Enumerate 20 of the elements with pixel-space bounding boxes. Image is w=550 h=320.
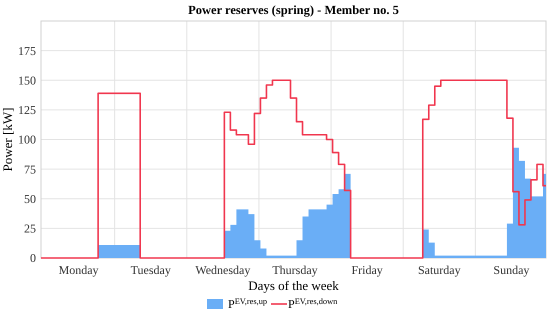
y-tick-label: 25 — [24, 222, 36, 236]
x-axis-title: Days of the week — [248, 278, 340, 293]
y-tick-label: 75 — [24, 162, 36, 176]
y-tick-label: 100 — [18, 132, 36, 147]
y-axis-title: Power [kW] — [0, 108, 15, 172]
legend-label: P$^{EV,res,down}$ — [288, 296, 338, 311]
y-tick-label: 50 — [24, 192, 36, 206]
y-tick-label: 175 — [18, 44, 36, 58]
y-tick-label: 150 — [18, 73, 36, 88]
x-tick-label: Tuesday — [130, 263, 171, 277]
x-tick-label: Monday — [58, 263, 99, 277]
x-tick-label: Wednesday — [195, 263, 250, 277]
x-tick-label: Saturday — [418, 263, 461, 277]
x-tick-label: Thursday — [272, 263, 318, 277]
x-tick-label: Friday — [351, 263, 383, 277]
x-tick-label: Sunday — [493, 263, 530, 277]
y-tick-label: 0 — [30, 251, 36, 266]
y-tick-label: 125 — [18, 103, 36, 118]
chart-title: Power reserves (spring) - Member no. 5 — [188, 3, 399, 17]
legend-label: P$^{EV,res,up}$ — [228, 296, 268, 311]
